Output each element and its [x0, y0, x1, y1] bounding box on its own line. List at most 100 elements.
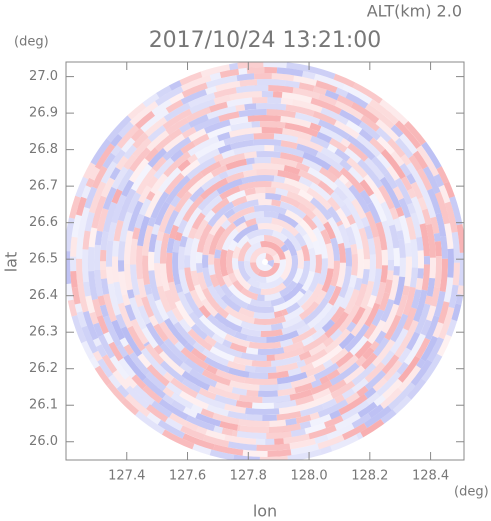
- field-cell: [117, 302, 133, 329]
- field-cell: [89, 356, 100, 369]
- field-cell: [388, 224, 400, 249]
- field-cell: [367, 238, 376, 255]
- field-cell: [246, 277, 261, 289]
- field-cell: [449, 196, 463, 226]
- field-cell: [115, 155, 129, 171]
- field-cell: [294, 382, 313, 394]
- field-cell: [168, 80, 182, 91]
- field-cell: [310, 97, 342, 115]
- field-cell: [215, 222, 237, 251]
- field-cell: [69, 195, 81, 219]
- field-cell: [257, 223, 284, 233]
- field-cell: [274, 438, 284, 445]
- field-cell: [241, 175, 275, 185]
- field-cell: [144, 147, 159, 162]
- x-tick-label: 127.6: [169, 469, 206, 484]
- field-cell: [430, 286, 441, 307]
- field-cell: [151, 400, 173, 418]
- field-cell: [350, 243, 358, 255]
- field-cell: [180, 347, 209, 370]
- field-cell: [444, 201, 458, 233]
- field-cell: [400, 176, 413, 191]
- field-cell: [367, 319, 386, 345]
- field-cell: [231, 195, 248, 207]
- field-cell: [354, 277, 363, 291]
- field-cell: [365, 392, 380, 405]
- field-cell: [404, 242, 412, 257]
- field-cell: [455, 294, 464, 305]
- field-cell: [298, 260, 311, 286]
- field-cell: [139, 198, 152, 216]
- field-cell: [221, 228, 239, 251]
- field-cell: [302, 214, 318, 231]
- field-cell: [345, 392, 360, 405]
- field-cell: [188, 311, 215, 339]
- field-cell: [327, 143, 338, 154]
- field-cell: [410, 181, 424, 200]
- field-cell: [314, 289, 327, 305]
- field-cell: [325, 242, 335, 269]
- field-cell: [172, 239, 181, 253]
- field-cell: [183, 255, 191, 268]
- field-cell: [364, 157, 385, 181]
- field-cell: [390, 124, 404, 138]
- field-cell: [97, 295, 106, 306]
- field-cell: [380, 265, 388, 283]
- field-cell: [206, 404, 229, 417]
- field-cell: [364, 361, 386, 383]
- field-cell: [111, 188, 123, 204]
- field-cell: [108, 374, 122, 389]
- altitude-label: ALT(km) 2.0: [367, 2, 462, 21]
- field-cell: [186, 157, 217, 180]
- field-cell: [252, 402, 275, 409]
- field-cell: [387, 259, 395, 271]
- field-cell: [380, 201, 395, 227]
- field-cell: [307, 65, 336, 80]
- field-cell: [124, 264, 133, 291]
- field-cell: [298, 169, 321, 186]
- field-cell: [430, 216, 440, 234]
- field-cell: [334, 148, 351, 162]
- field-cell: [334, 120, 360, 140]
- field-cell: [269, 419, 287, 427]
- field-cell: [380, 387, 403, 409]
- field-cell: [179, 390, 209, 410]
- field-cell: [299, 301, 320, 321]
- field-cell: [164, 318, 189, 347]
- field-cell: [329, 137, 348, 153]
- field-cell: [280, 227, 302, 252]
- field-cell: [271, 355, 301, 367]
- field-cell: [246, 67, 265, 74]
- field-cell: [154, 135, 172, 152]
- field-cell: [268, 85, 294, 94]
- field-cell: [198, 305, 212, 319]
- field-cell: [228, 239, 238, 252]
- field-cell: [350, 101, 380, 124]
- field-cell: [196, 272, 208, 291]
- field-cell: [229, 294, 249, 310]
- field-cell: [300, 404, 324, 417]
- field-cell: [161, 429, 195, 450]
- chart-title: 2017/10/24 13:21:00: [149, 28, 382, 53]
- field-cell: [156, 285, 172, 313]
- field-cell: [121, 398, 139, 416]
- field-cell: [244, 218, 257, 228]
- field-cell: [427, 188, 442, 215]
- field-cell: [71, 214, 82, 238]
- field-cell: [324, 311, 349, 339]
- field-cell: [227, 441, 257, 451]
- field-cell: [360, 216, 370, 228]
- field-cell: [381, 303, 400, 334]
- field-cell: [96, 208, 109, 232]
- field-cell: [83, 281, 92, 297]
- field-cell: [322, 336, 334, 348]
- field-cell: [342, 423, 368, 441]
- field-cell: [137, 353, 152, 369]
- field-cell: [162, 136, 192, 161]
- field-cell: [330, 306, 346, 324]
- field-cell: [239, 425, 269, 434]
- field-cell: [280, 140, 298, 150]
- field-cell: [362, 347, 375, 360]
- field-cell: [228, 127, 262, 138]
- field-cell: [363, 174, 386, 205]
